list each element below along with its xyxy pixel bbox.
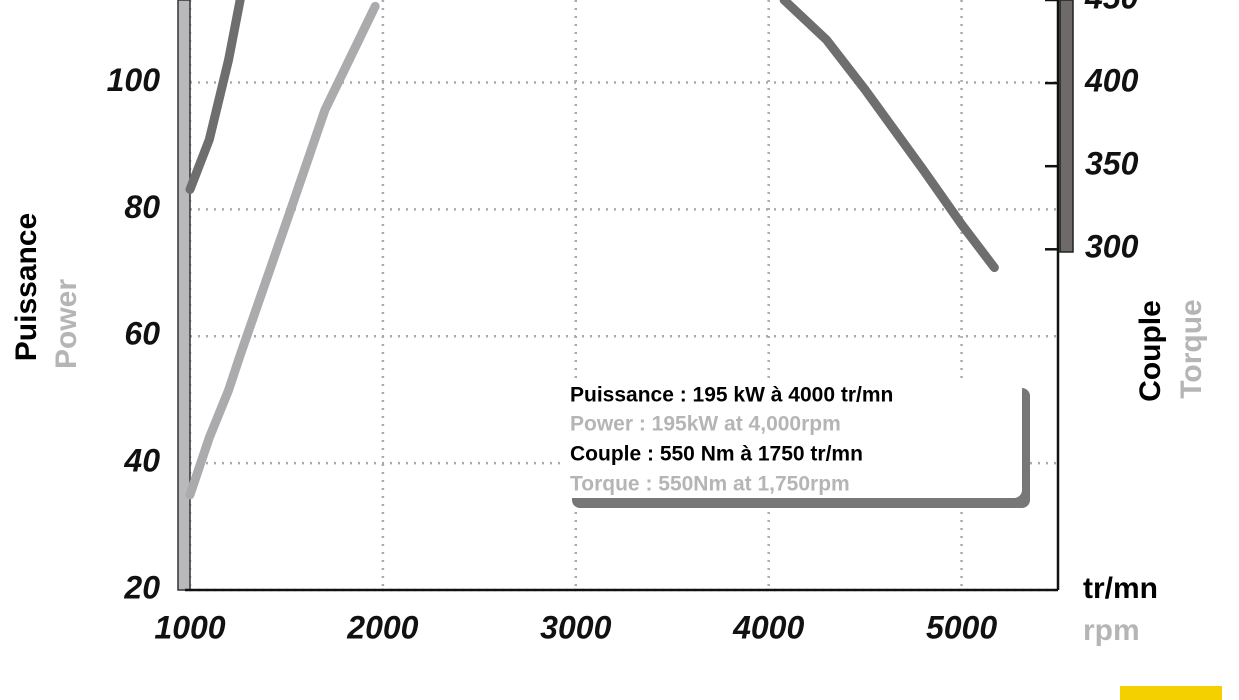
- legend-background: [562, 378, 1022, 498]
- y-tick-label: 20: [123, 569, 160, 605]
- y2-axis-label: Couple: [1134, 300, 1167, 402]
- series-line: [185, 1, 380, 500]
- brand-logo: [1120, 686, 1222, 700]
- y-axis-label-alt: Power: [50, 279, 83, 369]
- y-axis-label: Puissance: [10, 213, 43, 361]
- legend-box: Puissance : 195 kW à 4000 tr/mn Power : …: [562, 378, 1030, 508]
- y2-tick-label: 450: [1084, 0, 1139, 15]
- x-tick-label: 4000: [732, 609, 804, 645]
- x-tick-label: 1000: [154, 609, 225, 645]
- x-tick-label: 5000: [926, 609, 997, 645]
- x-axis-label: tr/mn: [1083, 572, 1158, 605]
- x-axis-label-alt: rpm: [1083, 614, 1140, 647]
- series-line: [185, 0, 999, 273]
- left-axis-bar: [177, 0, 191, 591]
- right-axis-bar: [1059, 0, 1074, 253]
- x-tick-label: 3000: [540, 609, 611, 645]
- y2-axis-label-alt: Torque: [1175, 299, 1208, 398]
- y2-tick-label: 400: [1084, 63, 1139, 99]
- annotation: Couple : 550 Nm à 1750 tr/mn: [570, 443, 863, 466]
- y2-tick-label: 300: [1085, 229, 1139, 265]
- y-tick-label: 60: [124, 316, 160, 352]
- y2-tick-label: 350: [1085, 146, 1139, 182]
- y-tick-label: 40: [123, 443, 160, 479]
- y-tick-label: 80: [124, 189, 160, 225]
- annotation: Power : 195kW at 4,000rpm: [570, 413, 841, 436]
- x-tick-label: 2000: [346, 609, 418, 645]
- annotation: Torque : 550Nm at 1,750rpm: [570, 473, 850, 496]
- annotation: Puissance : 195 kW à 4000 tr/mn: [570, 384, 893, 407]
- y-tick-label: 100: [107, 62, 161, 98]
